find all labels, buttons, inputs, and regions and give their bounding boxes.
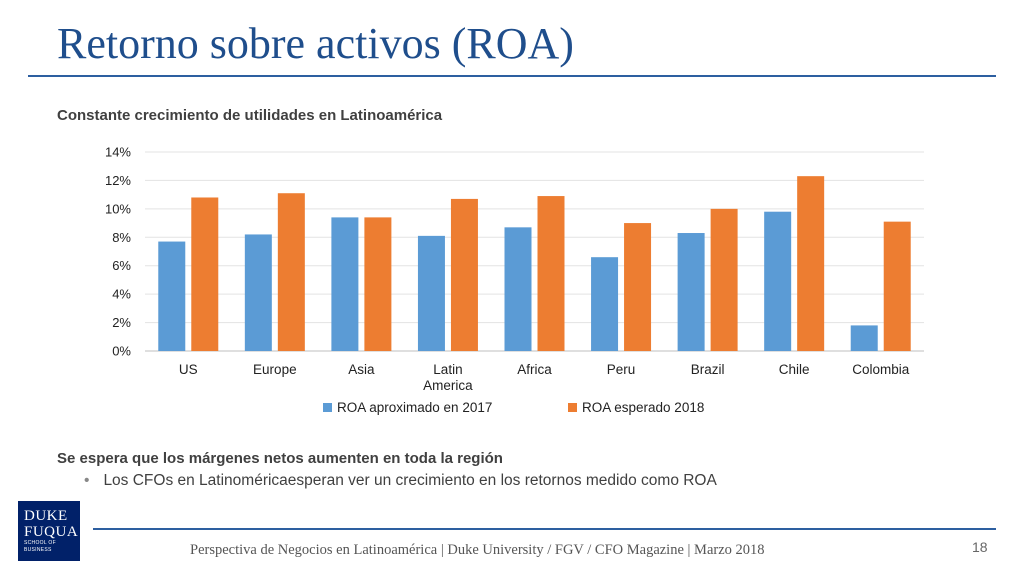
bar-2018	[797, 176, 825, 351]
bar-2018	[537, 196, 565, 351]
bar-2018	[191, 197, 219, 351]
title-divider	[28, 75, 996, 77]
logo-text-school: SCHOOL OF BUSINESS	[24, 539, 56, 553]
bar-2018	[364, 217, 392, 351]
chart-subtitle: Constante crecimiento de utilidades en L…	[57, 107, 443, 124]
footer-divider	[93, 528, 996, 530]
bar-2018	[624, 223, 652, 351]
logo-text-duke: DUKE	[24, 507, 68, 524]
bar-2018	[883, 221, 911, 351]
bar-2017	[331, 217, 359, 351]
bar-2017	[677, 233, 705, 351]
bar-2017	[764, 211, 792, 351]
bar-2018	[710, 208, 738, 351]
bar-2017	[158, 241, 186, 351]
bar-2018	[277, 193, 305, 351]
page-number: 18	[972, 539, 988, 555]
bullet-item: • Los CFOs en Latinoméricaesperan ver un …	[84, 472, 717, 490]
legend-label: ROA esperado 2018	[582, 400, 704, 415]
bullet-icon: •	[84, 472, 90, 489]
roa-bar-chart: 0% 2% 4% 6% 8% 10% 12% 14% US Europe Asia LatinAmer…	[105, 145, 924, 415]
x-tick-label: Chile	[779, 362, 810, 377]
logo-text-fuqua: FUQUA	[24, 523, 79, 540]
bar-2018	[450, 198, 478, 351]
bar-2017	[591, 257, 619, 351]
x-tick-label: Europe	[253, 362, 297, 377]
y-tick-label: 4%	[112, 287, 131, 302]
y-tick-label: 6%	[112, 258, 131, 273]
bar-2017	[417, 235, 445, 351]
x-tick-label: Peru	[607, 362, 636, 377]
bullet-text: Los CFOs en Latinoméricaesperan ver un c…	[103, 472, 717, 489]
footer-text: Perspectiva de Negocios en Latinoamérica…	[190, 542, 765, 558]
bar-2017	[504, 227, 532, 351]
bar-2017	[850, 325, 878, 351]
x-tick-label: America	[423, 378, 473, 393]
x-tick-label: Latin	[433, 362, 462, 377]
y-tick-label: 14%	[105, 145, 131, 160]
y-tick-label: 0%	[112, 344, 131, 359]
legend-swatch	[568, 403, 577, 412]
x-tick-label: Asia	[348, 362, 375, 377]
bar-2017	[244, 234, 272, 351]
y-tick-label: 8%	[112, 230, 131, 245]
y-tick-label: 10%	[105, 201, 131, 216]
slide-title: Retorno sobre activos (ROA)	[57, 19, 574, 68]
x-tick-label: Brazil	[691, 362, 725, 377]
x-tick-label: Africa	[517, 362, 552, 377]
legend-label: ROA aproximado en 2017	[337, 400, 492, 415]
x-tick-label: Colombia	[852, 362, 910, 377]
duke-fuqua-logo: DUKE FUQUA SCHOOL OF BUSINESS	[18, 501, 80, 561]
section-heading: Se espera que los márgenes netos aumente…	[57, 450, 503, 467]
legend-swatch	[323, 403, 332, 412]
x-tick-label: US	[179, 362, 198, 377]
y-tick-label: 2%	[112, 315, 131, 330]
y-tick-label: 12%	[105, 173, 131, 188]
